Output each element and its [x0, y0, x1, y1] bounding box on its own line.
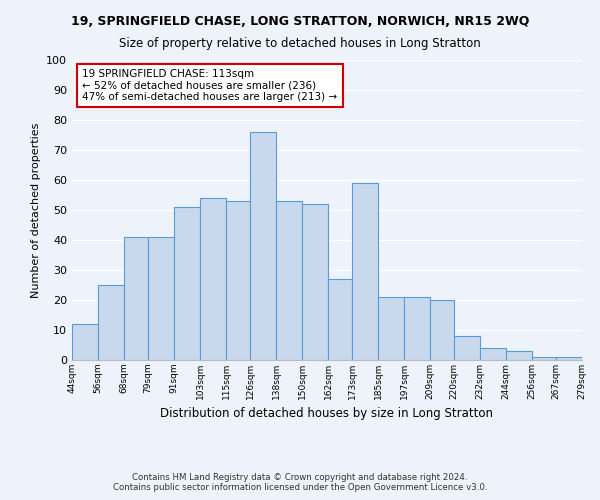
- Bar: [226, 201, 250, 360]
- Text: 19, SPRINGFIELD CHASE, LONG STRATTON, NORWICH, NR15 2WQ: 19, SPRINGFIELD CHASE, LONG STRATTON, NO…: [71, 15, 529, 28]
- Bar: [506, 351, 532, 360]
- Bar: [454, 336, 480, 360]
- Text: 19 SPRINGFIELD CHASE: 113sqm
← 52% of detached houses are smaller (236)
47% of s: 19 SPRINGFIELD CHASE: 113sqm ← 52% of de…: [82, 69, 337, 102]
- Bar: [378, 297, 404, 360]
- Bar: [200, 198, 226, 360]
- X-axis label: Distribution of detached houses by size in Long Stratton: Distribution of detached houses by size …: [161, 408, 493, 420]
- Bar: [276, 201, 302, 360]
- Bar: [148, 237, 174, 360]
- Bar: [72, 324, 98, 360]
- Bar: [556, 357, 582, 360]
- Bar: [532, 357, 556, 360]
- Bar: [328, 279, 352, 360]
- Bar: [174, 207, 200, 360]
- Y-axis label: Number of detached properties: Number of detached properties: [31, 122, 41, 298]
- Bar: [430, 300, 454, 360]
- Bar: [98, 285, 124, 360]
- Bar: [124, 237, 148, 360]
- Text: Contains HM Land Registry data © Crown copyright and database right 2024.
Contai: Contains HM Land Registry data © Crown c…: [113, 473, 487, 492]
- Bar: [404, 297, 430, 360]
- Text: Size of property relative to detached houses in Long Stratton: Size of property relative to detached ho…: [119, 38, 481, 51]
- Bar: [250, 132, 276, 360]
- Bar: [480, 348, 506, 360]
- Bar: [302, 204, 328, 360]
- Bar: [352, 183, 378, 360]
